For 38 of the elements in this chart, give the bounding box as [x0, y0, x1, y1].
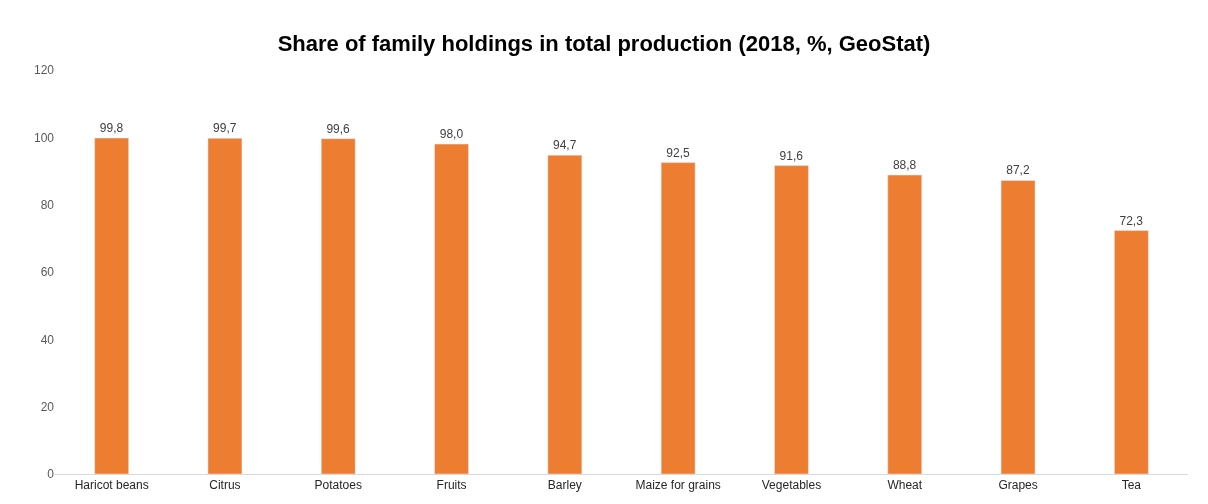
bar [660, 162, 696, 474]
x-tick-label: Maize for grains [635, 478, 721, 493]
bar [434, 143, 469, 474]
y-tick-label: 80 [40, 197, 55, 212]
y-tick-label: 0 [47, 467, 55, 482]
bar [887, 174, 922, 474]
x-tick-label: Tea [1121, 478, 1142, 493]
x-tick-label: Wheat [887, 478, 923, 493]
chart-title: Share of family holdings in total production (2018, %, GeoStat) [277, 30, 931, 56]
data-label: 98,0 [439, 127, 464, 142]
bar [1114, 230, 1149, 474]
y-tick-label: 120 [33, 63, 55, 78]
data-label: 99,6 [326, 121, 351, 136]
y-tick-label: 20 [40, 399, 55, 414]
data-label: 99,8 [99, 121, 124, 136]
y-tick-label: 60 [40, 265, 55, 280]
x-tick-label: Grapes [998, 478, 1038, 493]
x-tick-label: Citrus [209, 478, 241, 493]
x-tick-label: Haricot beans [74, 478, 149, 493]
y-tick-label: 100 [33, 130, 55, 145]
x-tick-label: Potatoes [314, 478, 362, 493]
bar [207, 138, 243, 474]
data-label: 92,5 [666, 145, 690, 160]
bar [1000, 180, 1036, 474]
x-tick-label: Fruits [436, 478, 467, 493]
x-tick-label: Barley [547, 478, 582, 493]
x-tick-label: Vegetables [761, 478, 822, 493]
data-label: 99,7 [213, 121, 237, 136]
bar [547, 154, 583, 474]
data-label: 72,3 [1119, 213, 1144, 228]
bar [321, 138, 356, 474]
data-label: 94,7 [553, 138, 577, 153]
data-label: 88,8 [892, 158, 917, 173]
bar [94, 137, 129, 474]
data-label: 87,2 [1006, 163, 1030, 178]
y-tick-label: 40 [40, 332, 55, 347]
data-label: 91,6 [779, 148, 804, 163]
bar [774, 165, 809, 474]
